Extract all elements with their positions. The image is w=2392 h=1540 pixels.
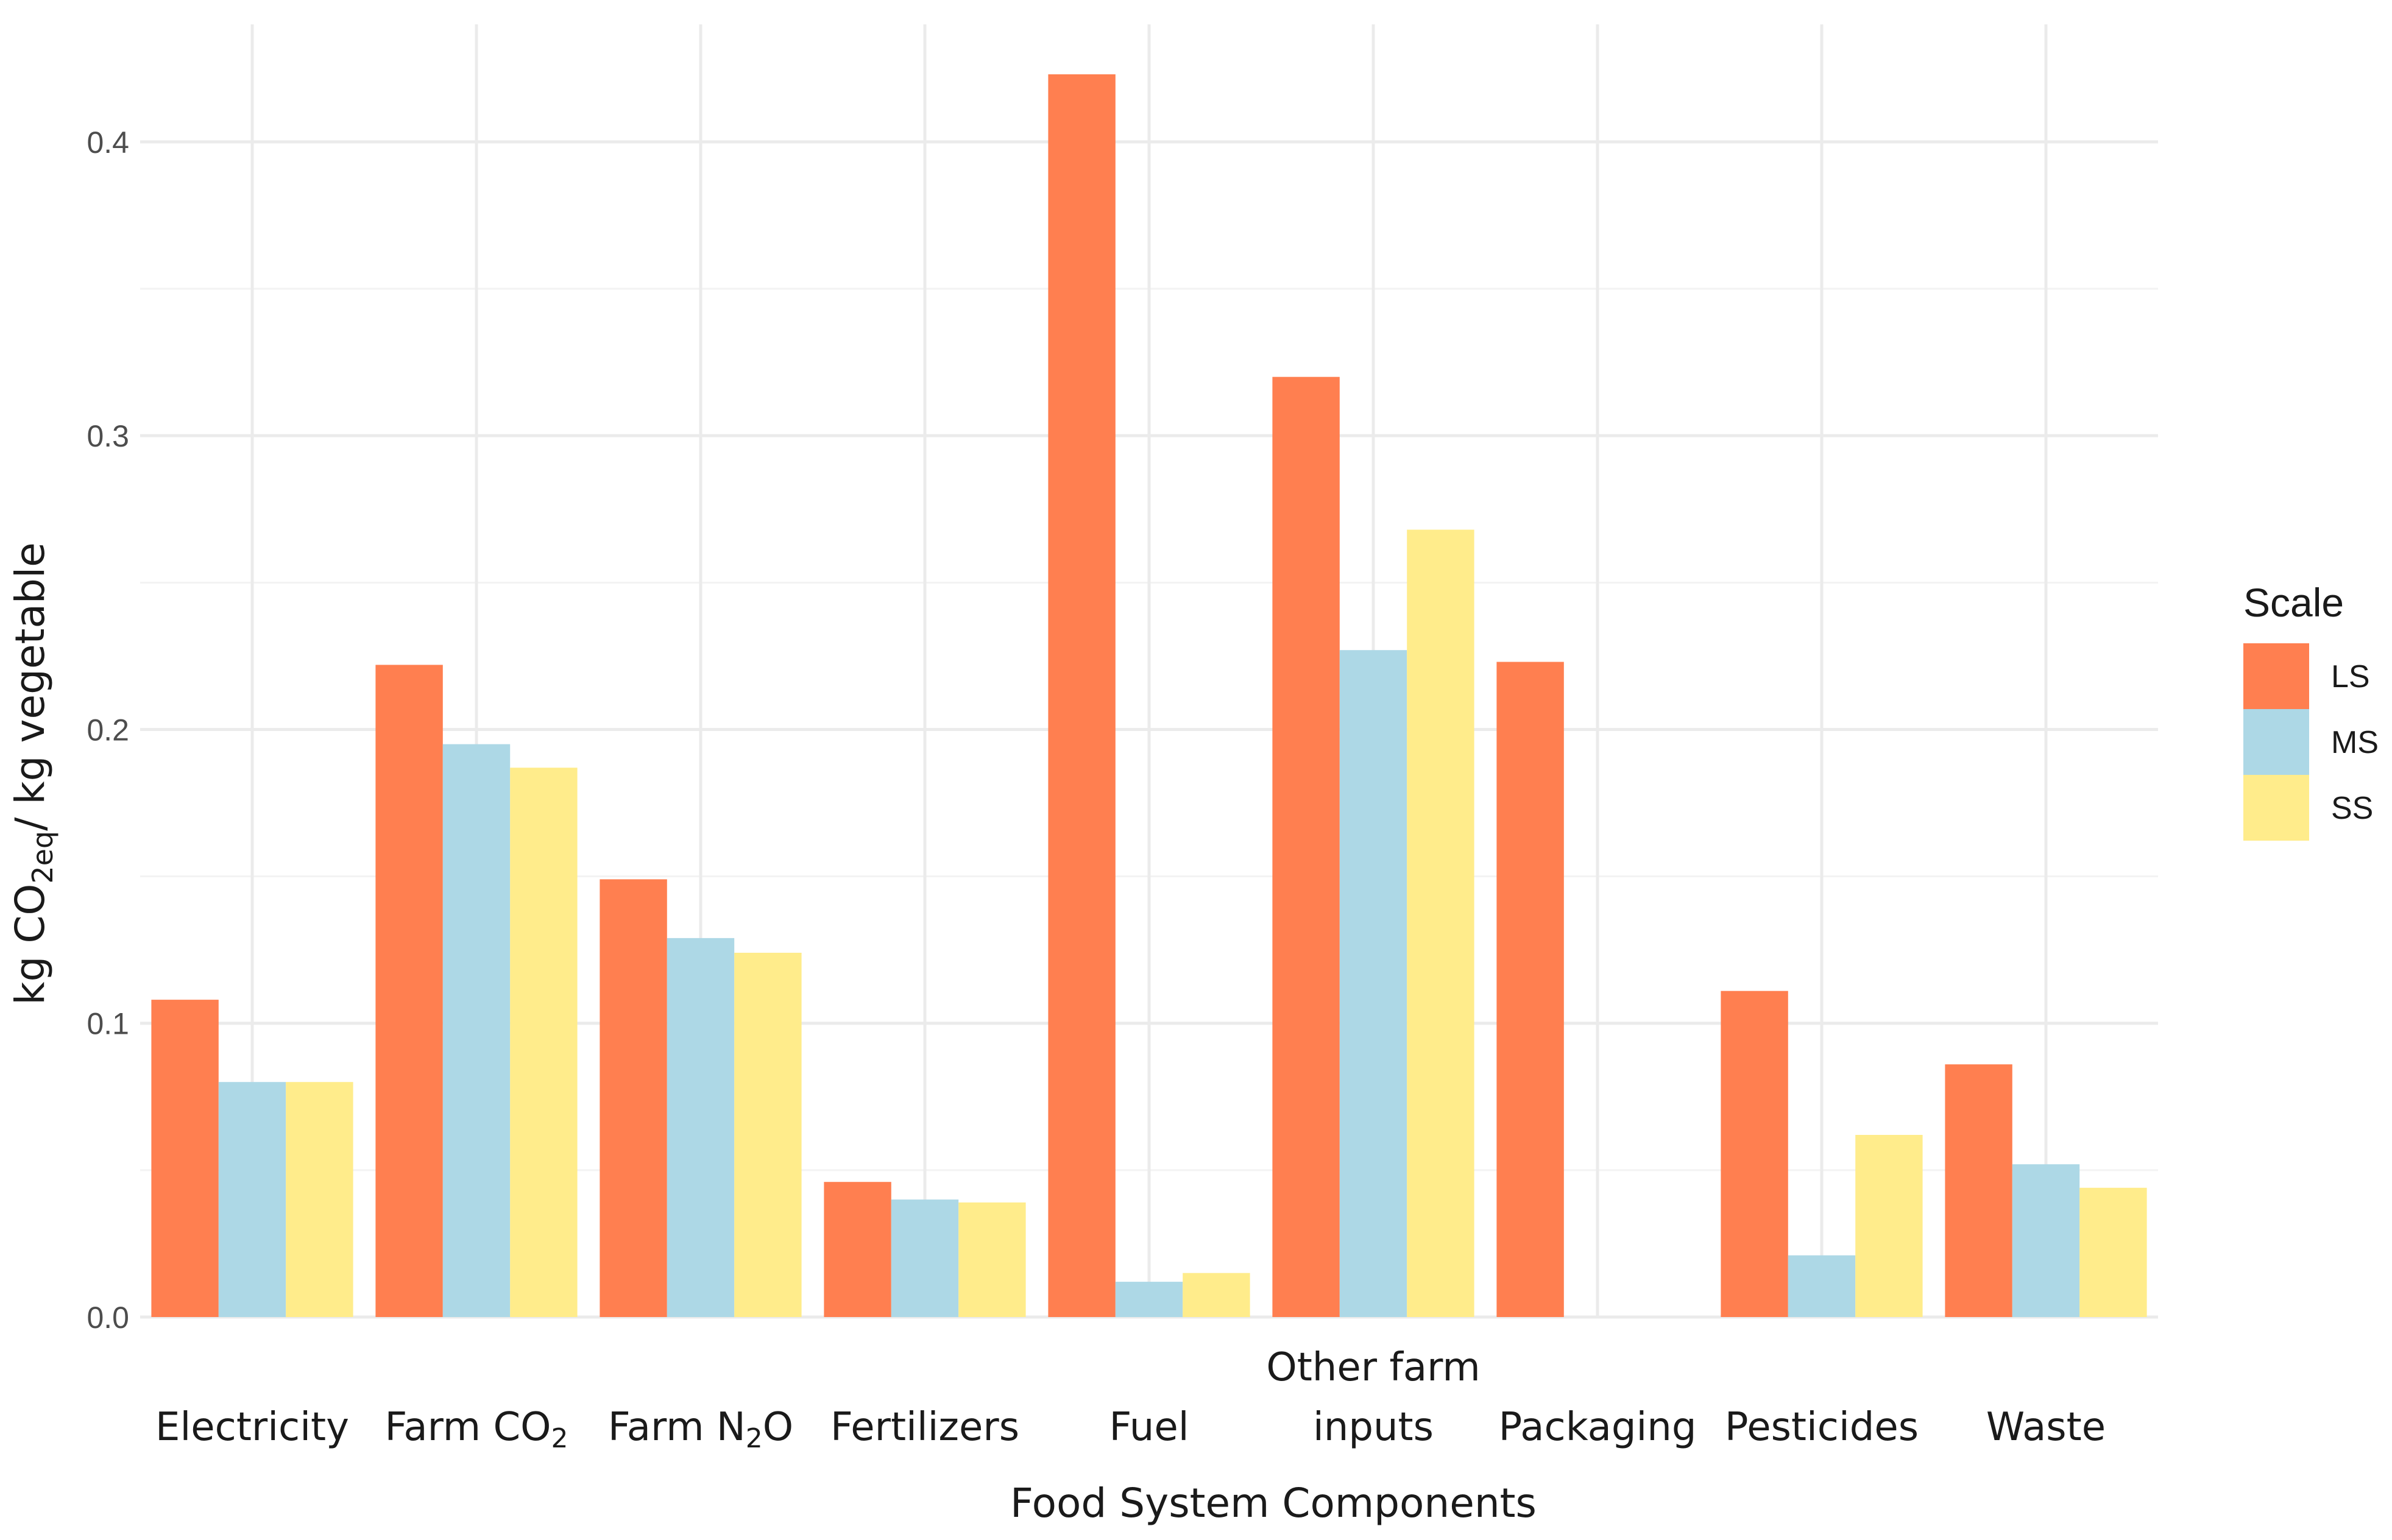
x-tick-label-farm-n2o: Farm N2O (608, 1405, 793, 1454)
bar-ms-farm-co2 (442, 744, 511, 1317)
legend: Scale LS MS SS (2243, 580, 2379, 841)
x-tick-label-waste: Waste (1986, 1405, 2106, 1450)
bar-ms-fuel (1115, 1282, 1183, 1317)
bar-ls-fertilizers (824, 1182, 891, 1317)
bar-ls-fuel (1048, 74, 1116, 1317)
bar-ms-electricity (218, 1082, 286, 1317)
bar-ls-other-farm-inputs (1272, 376, 1340, 1318)
y-axis-title-subscript: 2eq (26, 831, 59, 884)
x-tick-label-electricity: Electricity (155, 1405, 349, 1450)
y-tick-label: 0.4 (87, 125, 129, 160)
bar-ss-farm-n2o (734, 953, 802, 1317)
legend-label-ls: LS (2331, 659, 2370, 694)
x-axis-ticks: Electricity Farm CO2 Farm N2O Fertilizers Fu… (155, 1345, 2106, 1454)
x-tick-label-fertilizers: Fertilizers (830, 1405, 1019, 1450)
y-axis-ticks: 0.0 0.1 0.2 0.3 0.4 (87, 125, 129, 1335)
bar-ss-waste (2079, 1187, 2147, 1317)
bar-ls-packaging (1496, 662, 1564, 1317)
bar-ms-other-farm-inputs (1339, 650, 1407, 1317)
bar-ms-pesticides (1788, 1255, 1856, 1317)
bar-ms-waste (2012, 1164, 2080, 1317)
x-tick-label-pesticides: Pesticides (1725, 1405, 1919, 1450)
x-tick-label-farm-co2: Farm CO2 (384, 1405, 568, 1454)
x-tick-label-fuel: Fuel (1109, 1405, 1189, 1450)
bar-ls-pesticides (1721, 991, 1788, 1317)
y-tick-label: 0.2 (87, 713, 129, 747)
legend-label-ss: SS (2331, 791, 2373, 826)
y-axis-title-suffix: / kg vegetable (7, 542, 54, 831)
y-tick-label: 0.0 (87, 1301, 129, 1335)
y-tick-label: 0.3 (87, 419, 129, 453)
bar-ls-waste (1945, 1064, 2012, 1317)
bar-ms-fertilizers (891, 1199, 959, 1317)
y-axis-title: kg CO2eq/ kg vegetable (7, 542, 59, 1005)
legend-items: LS MS SS (2243, 643, 2379, 841)
bar-ss-pesticides (1855, 1135, 1923, 1317)
x-tick-label-packaging: Packaging (1499, 1405, 1697, 1450)
x-tick-label-other-farm-inputs: Other farm inputs (1266, 1345, 1480, 1450)
legend-swatch-ls (2243, 643, 2309, 709)
y-axis-title-prefix: kg CO (7, 884, 54, 1005)
bar-ss-electricity (286, 1082, 353, 1317)
bar-ss-fuel (1183, 1273, 1250, 1317)
legend-swatch-ss (2243, 775, 2309, 841)
bars-group (151, 74, 2147, 1318)
bar-ms-farm-n2o (667, 938, 735, 1317)
bar-ss-farm-co2 (510, 768, 578, 1317)
bar-ss-other-farm-inputs (1407, 529, 1474, 1317)
bar-ls-farm-co2 (375, 665, 443, 1317)
bar-ss-fertilizers (958, 1202, 1026, 1317)
legend-title: Scale (2243, 580, 2344, 625)
legend-label-ms: MS (2331, 725, 2379, 760)
y-tick-label: 0.1 (87, 1007, 129, 1041)
x-axis-title: Food System Components (1010, 1480, 1537, 1527)
legend-swatch-ms (2243, 709, 2309, 775)
bar-ls-farm-n2o (600, 879, 667, 1317)
bar-ls-electricity (151, 1000, 219, 1317)
